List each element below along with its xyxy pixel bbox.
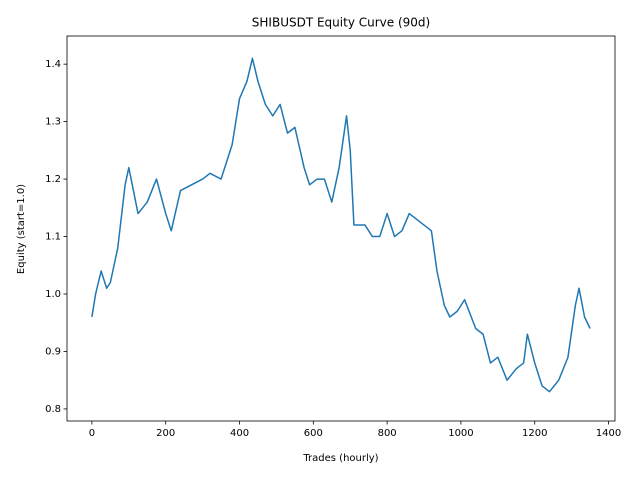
y-tick-label: 1.3 xyxy=(45,117,61,128)
x-tick-label: 1400 xyxy=(596,428,621,439)
plot-area xyxy=(91,57,591,393)
equity-line xyxy=(91,57,591,393)
y-tick-label: 1.0 xyxy=(45,289,61,300)
x-tick-label: 600 xyxy=(304,428,323,439)
x-axis-label: Trades (hourly) xyxy=(302,453,378,464)
y-tick-label: 1.2 xyxy=(45,174,61,185)
x-tick-label: 400 xyxy=(230,428,249,439)
x-tick-label: 0 xyxy=(89,428,95,439)
chart-title: SHIBUSDT Equity Curve (90d) xyxy=(252,16,430,30)
x-tick-label: 1000 xyxy=(448,428,473,439)
y-tick-label: 0.9 xyxy=(45,346,61,357)
y-tick-label: 1.4 xyxy=(45,59,61,70)
x-tick-label: 200 xyxy=(156,428,175,439)
y-tick-label: 0.8 xyxy=(45,404,61,415)
axes-frame xyxy=(66,35,616,422)
y-axis-label: Equity (start=1.0) xyxy=(16,184,27,274)
y-tick-label: 1.1 xyxy=(45,232,61,243)
x-tick-label: 1200 xyxy=(522,428,547,439)
x-tick-label: 800 xyxy=(378,428,397,439)
